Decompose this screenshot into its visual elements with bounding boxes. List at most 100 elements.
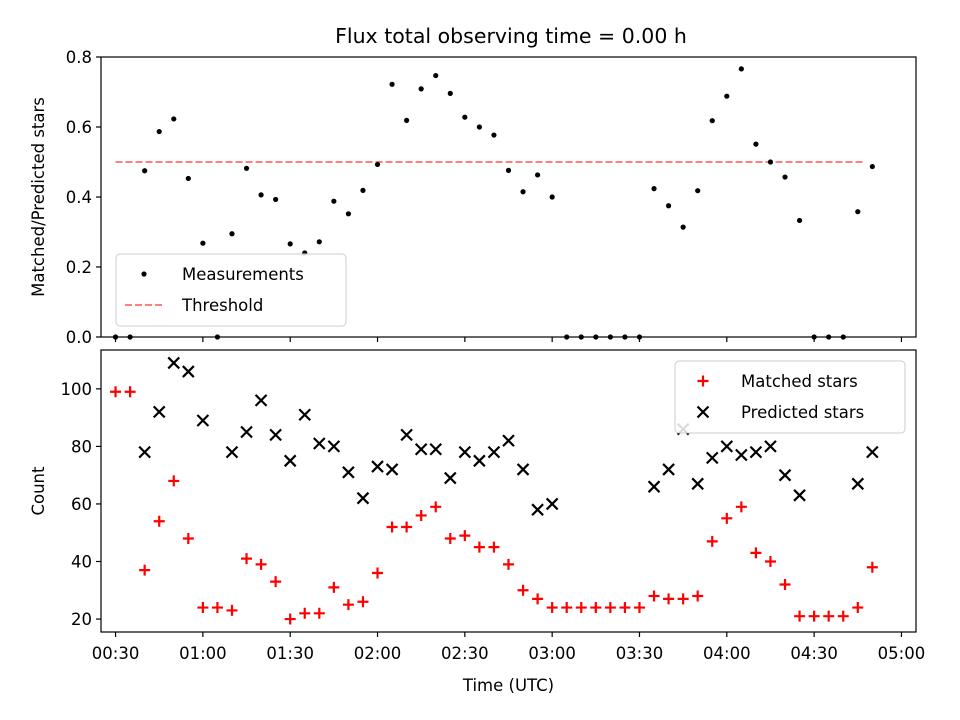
data-point — [531, 503, 544, 516]
data-point — [636, 334, 643, 340]
data-point — [724, 93, 730, 99]
data-point — [692, 590, 704, 602]
data-point — [142, 168, 148, 174]
data-point — [607, 334, 613, 340]
data-point — [124, 386, 136, 398]
data-point — [404, 117, 410, 123]
data-point — [578, 334, 584, 340]
data-point — [139, 564, 151, 576]
data-point — [386, 521, 398, 533]
data-point — [796, 217, 803, 224]
x-tick-label: 01:30 — [266, 644, 314, 663]
data-point — [808, 610, 820, 622]
data-point — [168, 475, 180, 487]
data-point — [287, 241, 293, 247]
data-point — [619, 602, 631, 614]
data-point — [794, 610, 806, 622]
data-point — [647, 480, 661, 493]
data-point — [811, 334, 817, 340]
data-point — [211, 602, 223, 614]
data-point — [414, 442, 428, 456]
data-point — [156, 128, 162, 135]
series-x — [138, 356, 879, 516]
data-point — [505, 167, 512, 173]
data-point — [720, 440, 734, 453]
data-point — [735, 448, 748, 462]
y-tick-label: 0.4 — [66, 188, 92, 207]
y-tick-label: 40 — [71, 553, 92, 572]
data-point — [793, 489, 806, 502]
y-axis-label: Matched/Predicted stars — [29, 97, 48, 297]
data-point — [738, 66, 744, 72]
legend-box — [674, 360, 906, 434]
legend: Measurements Threshold — [115, 253, 347, 327]
data-point — [342, 466, 355, 479]
data-point — [299, 607, 311, 619]
y-tick-label: 0.8 — [66, 48, 92, 67]
data-point — [520, 189, 526, 195]
data-point — [826, 334, 832, 340]
legend-label: Threshold — [181, 296, 263, 315]
y-tick-label: 60 — [71, 495, 92, 514]
data-point — [662, 463, 675, 476]
data-point — [331, 198, 337, 204]
data-point — [284, 613, 296, 625]
data-point — [851, 477, 865, 491]
legend-marker — [696, 405, 710, 419]
data-point — [167, 356, 181, 370]
data-point — [764, 440, 777, 453]
legend: Matched stars Predicted stars — [674, 360, 906, 434]
data-point — [721, 512, 733, 524]
data-point — [182, 532, 194, 544]
plot-frame — [100, 349, 917, 633]
data-point — [241, 553, 253, 565]
data-point — [866, 445, 879, 459]
data-point — [283, 454, 297, 468]
data-point — [229, 231, 235, 237]
data-point — [254, 394, 268, 407]
data-point — [182, 365, 195, 378]
legend-label: Measurements — [182, 265, 304, 284]
x-tick-label: 04:00 — [703, 644, 751, 663]
x-tick-label: 00:30 — [92, 644, 140, 663]
data-point — [764, 556, 776, 567]
data-point — [298, 408, 312, 422]
data-point — [374, 161, 381, 168]
data-point — [633, 602, 645, 614]
data-point — [488, 541, 500, 553]
data-point — [269, 428, 282, 442]
data-point — [197, 602, 209, 614]
data-point — [782, 174, 788, 180]
data-point — [429, 442, 443, 456]
data-point — [516, 463, 530, 476]
data-point — [444, 532, 456, 544]
data-point — [255, 558, 267, 570]
data-point — [622, 334, 628, 340]
x-tick-label: 02:00 — [354, 644, 402, 663]
data-point — [604, 602, 616, 614]
data-point — [345, 211, 352, 217]
ratio-panel: 0.0 0.2 0.4 0.6 0.8 Matched/Predicted stars Me… — [29, 48, 917, 347]
data-point — [153, 515, 165, 527]
data-point — [502, 434, 515, 447]
data-point — [852, 602, 864, 614]
data-point — [663, 593, 675, 605]
data-point — [360, 187, 366, 193]
legend-label: Matched stars — [741, 372, 858, 391]
data-point — [648, 590, 660, 602]
data-point — [214, 334, 221, 340]
data-point — [313, 437, 326, 450]
data-point — [651, 186, 657, 192]
data-point — [535, 172, 541, 178]
y-tick-label: 0.2 — [66, 258, 92, 277]
data-point — [561, 602, 573, 614]
data-point — [372, 567, 384, 579]
data-point — [389, 81, 395, 87]
data-point — [837, 610, 849, 622]
data-point — [200, 240, 206, 246]
data-point — [152, 405, 166, 419]
data-point — [778, 468, 792, 482]
data-point — [112, 334, 119, 340]
data-point — [691, 477, 704, 491]
